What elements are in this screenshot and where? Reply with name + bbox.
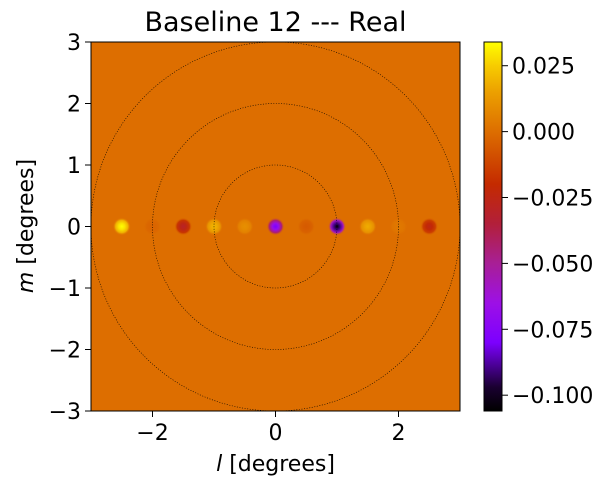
x-tick-label: 0	[269, 421, 283, 446]
radius-circle	[152, 103, 399, 350]
source-spot	[112, 217, 131, 236]
colorbar-tick-label: 0.025	[512, 55, 575, 80]
colorbar-tick-label: −0.100	[512, 384, 593, 409]
colorbar	[483, 41, 503, 412]
y-tick-label: 2	[67, 93, 81, 118]
source-spot	[174, 217, 193, 236]
colorbar-tick-label: −0.075	[512, 318, 593, 343]
source-spots	[112, 217, 439, 236]
source-spot	[266, 217, 285, 236]
colorbar-tick-label: 0.000	[512, 121, 575, 146]
colorbar-axis: 0.025 0.000 −0.025 −0.050 −0.075 −0.100	[502, 55, 593, 409]
colorbar-tick-label: −0.025	[512, 187, 593, 212]
x-tick-label: 2	[392, 421, 406, 446]
source-spot	[297, 217, 316, 236]
chart-title: Baseline 12 --- Real	[144, 7, 406, 38]
y-tick-label: 1	[67, 154, 81, 179]
x-axis-label: l [degrees]	[216, 452, 335, 477]
source-spot	[143, 217, 162, 236]
radius-circle	[213, 164, 338, 289]
y-axis-label: m [degrees]	[14, 159, 39, 293]
x-axis: −2 0 2	[136, 411, 406, 446]
x-tick-label: −2	[136, 421, 168, 446]
y-tick-label: −2	[49, 339, 81, 364]
y-tick-label: −3	[49, 400, 81, 425]
y-tick-label: 0	[67, 216, 81, 241]
radius-circles	[91, 42, 460, 411]
colorbar-tick-label: −0.050	[512, 252, 593, 277]
y-axis: 3 2 1 0 −1 −2 −3	[49, 31, 91, 425]
y-tick-label: 3	[67, 31, 81, 56]
y-tick-label: −1	[49, 277, 81, 302]
source-spot	[420, 217, 439, 236]
source-spot	[358, 217, 377, 236]
source-spot	[235, 217, 254, 236]
